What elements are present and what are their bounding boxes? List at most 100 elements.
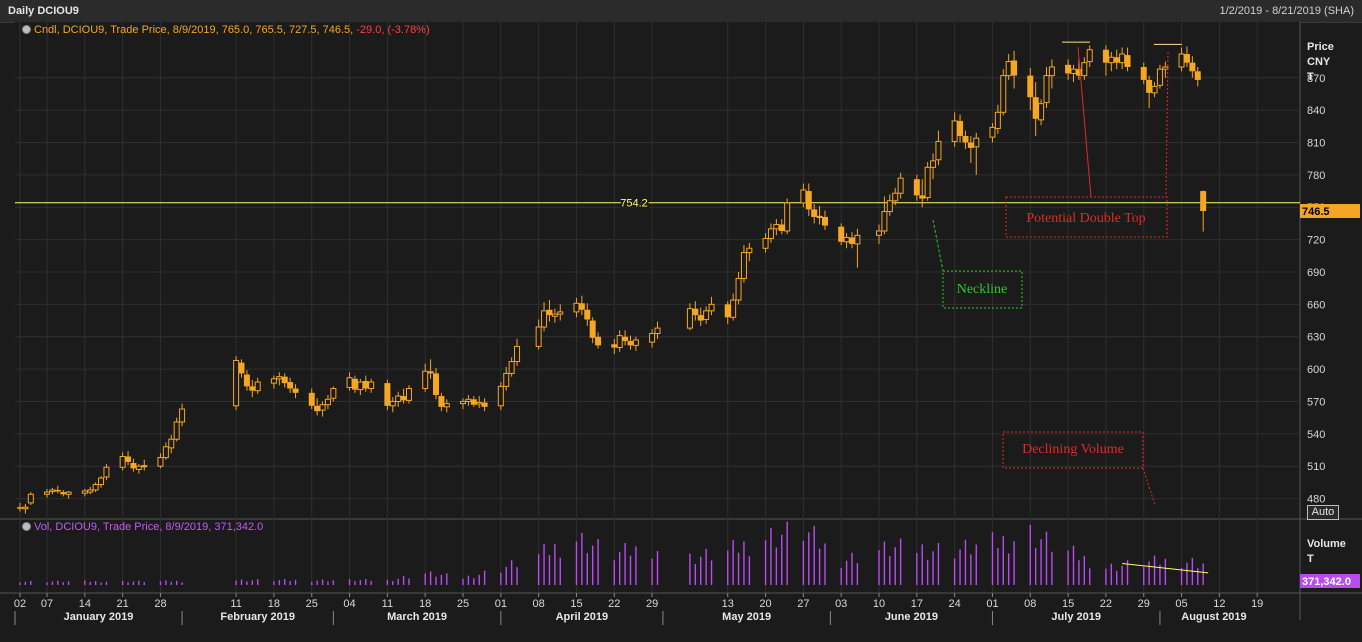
candle-body-up [422, 370, 429, 390]
candle-body-up [1162, 66, 1169, 70]
candle-body-up [1038, 103, 1045, 121]
x-tick-label: 29 [646, 598, 658, 610]
candle-body-up [989, 126, 996, 138]
x-tick-label: 18 [419, 598, 431, 610]
x-tick-label: 04 [343, 598, 355, 610]
candle-body-down [243, 374, 250, 387]
x-tick-label: 22 [1100, 598, 1112, 610]
candle-body-up [800, 189, 807, 204]
candle-body-up [649, 332, 656, 343]
candle-body-down [17, 507, 23, 509]
candle-body-up [773, 224, 780, 230]
month-label: May 2019 [722, 611, 771, 623]
price-legend: Cndl, DCIOU9, Trade Price, 8/9/2019, 765… [22, 24, 430, 36]
candle-body-up [1005, 61, 1012, 77]
candle-body-up [49, 489, 56, 492]
candle-body-up [389, 400, 396, 407]
month-label: January 2019 [64, 611, 134, 623]
x-tick-label: 28 [154, 598, 166, 610]
candle-body-up [746, 247, 753, 254]
declining-volume-box [1002, 431, 1144, 469]
candle-body-up [1108, 56, 1115, 64]
candle-body-up [557, 311, 564, 315]
candle-body-down [849, 237, 855, 244]
x-tick-label: 29 [1138, 598, 1150, 610]
candle-body-up [767, 228, 774, 240]
candle-body-down [384, 383, 391, 406]
declining-volume-label: Declining Volume [1022, 442, 1124, 457]
candle-body-up [1151, 85, 1158, 94]
candle-body-up [103, 466, 110, 478]
x-tick-label: 27 [797, 598, 809, 610]
candle-body-up [405, 388, 412, 401]
y-tick-label: 720 [1307, 235, 1325, 247]
candle-body-up [843, 236, 850, 243]
candle-body-up [368, 381, 375, 390]
x-tick-label: 02 [14, 598, 26, 610]
candle-body-up [65, 491, 72, 495]
candle-body-up [27, 493, 34, 504]
candle-body-down [1075, 69, 1082, 76]
candle-body-down [967, 142, 974, 148]
candle-body-up [632, 339, 639, 346]
candle-body-down [141, 465, 148, 468]
candle-body-up [616, 335, 623, 349]
last-volume-tag [1300, 574, 1360, 588]
candle-body-up [1070, 68, 1077, 74]
candle-body-down [627, 341, 634, 346]
y-tick-label: 870 [1307, 73, 1325, 85]
candle-body-down [238, 362, 245, 374]
legend-toggle-icon[interactable] [22, 522, 31, 531]
candle-body-down [595, 336, 602, 346]
auto-scale-button[interactable]: Auto [1307, 505, 1339, 520]
candle-body-up [81, 490, 88, 494]
double-top-label: Potential Double Top [1026, 211, 1145, 226]
candle-body-up [460, 400, 467, 405]
candle-body-down [481, 402, 488, 407]
candle-body-up [233, 359, 240, 407]
candle-body-down [546, 309, 553, 316]
date-range[interactable]: 1/2/2019 - 8/21/2019 (SHA) [1219, 5, 1354, 17]
candle-body-up [135, 465, 142, 470]
candle-body-up [173, 421, 180, 440]
candle-body-down [1113, 57, 1120, 63]
candle-body-up [740, 252, 747, 279]
candle-body-up [1178, 53, 1185, 68]
candle-body-down [1124, 55, 1131, 67]
last-price-label: 746.5 [1302, 206, 1330, 218]
candle-body-up [1119, 53, 1126, 64]
y-tick-label: 660 [1307, 299, 1325, 311]
x-tick-label: 15 [570, 598, 582, 610]
x-tick-label: 08 [1024, 598, 1036, 610]
candle-body-up [346, 377, 353, 388]
candle-body-up [886, 200, 893, 213]
x-tick-label: 03 [835, 598, 847, 610]
candle-body-up [730, 299, 737, 318]
candle-body-down [433, 373, 439, 395]
volume-legend-text: Vol, DCIOU9, Trade Price, 8/9/2019, 371,… [34, 521, 264, 533]
candle-body-down [470, 399, 477, 405]
candle-body-up [654, 327, 661, 334]
y-tick-label: 840 [1307, 105, 1325, 117]
x-tick-label: 25 [457, 598, 469, 610]
candle-body-up [892, 192, 899, 202]
candle-body-down [351, 378, 358, 390]
candle-body-up [324, 398, 331, 406]
candle-body-down [400, 396, 407, 401]
candle-body-up [1048, 66, 1055, 77]
candle-body-down [1032, 97, 1039, 119]
candle-body-down [362, 380, 369, 389]
last-price-tag [1300, 204, 1360, 219]
y-tick-label: 630 [1307, 332, 1325, 344]
candle-body-down [589, 320, 596, 338]
candle-body-down [54, 489, 61, 492]
legend-toggle-icon[interactable] [22, 25, 31, 34]
candle-body-up [98, 477, 105, 486]
declining-volume-pointer [1142, 467, 1156, 506]
candle-body-down [578, 303, 585, 310]
candle-body-up [1081, 62, 1088, 77]
candle-body-down [919, 195, 926, 199]
candle-body-down [1189, 62, 1196, 72]
candle-body-down [314, 405, 321, 412]
